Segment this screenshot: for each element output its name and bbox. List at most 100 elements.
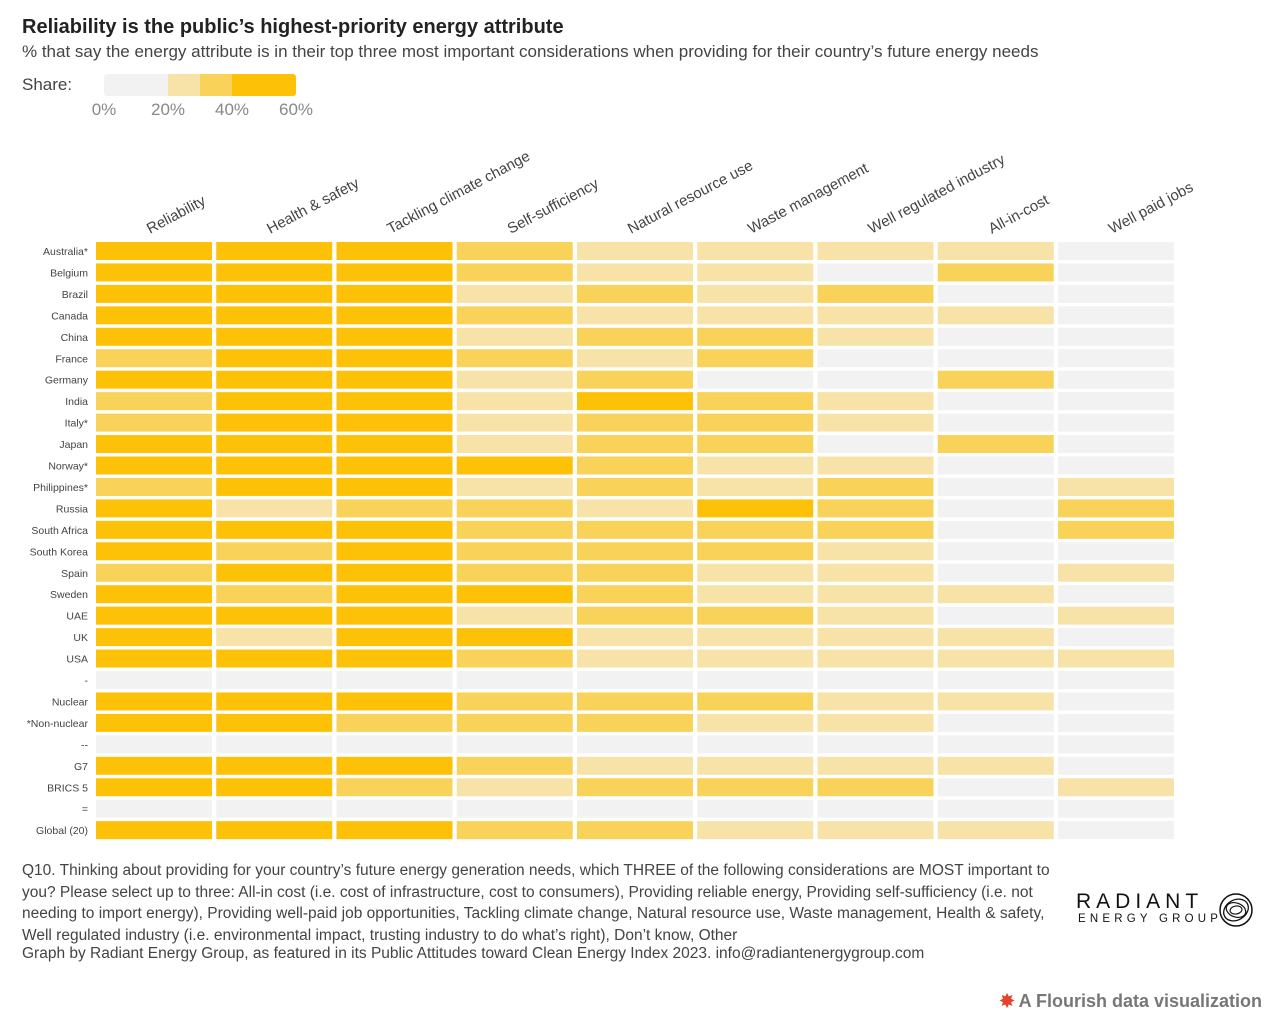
heatmap-cell[interactable] (336, 649, 453, 668)
heatmap-cell[interactable] (96, 671, 212, 689)
heatmap-cell[interactable] (817, 778, 934, 797)
heatmap-cell[interactable] (336, 242, 453, 260)
heatmap-cell[interactable] (817, 327, 934, 346)
heatmap-cell[interactable] (577, 306, 693, 325)
heatmap-cell[interactable] (96, 692, 212, 711)
heatmap-cell[interactable] (697, 649, 814, 668)
heatmap-cell[interactable] (336, 735, 453, 754)
heatmap-cell[interactable] (96, 392, 212, 411)
heatmap-cell[interactable] (1058, 821, 1174, 840)
heatmap-cell[interactable] (96, 520, 212, 539)
heatmap-cell[interactable] (456, 263, 573, 282)
heatmap-cell[interactable] (456, 756, 573, 775)
heatmap-cell[interactable] (1058, 242, 1174, 260)
heatmap-cell[interactable] (1058, 284, 1174, 303)
heatmap-cell[interactable] (697, 456, 814, 475)
heatmap-cell[interactable] (1058, 477, 1174, 496)
heatmap-cell[interactable] (456, 713, 573, 732)
heatmap-cell[interactable] (96, 435, 212, 454)
heatmap-cell[interactable] (216, 735, 333, 754)
heatmap-cell[interactable] (817, 649, 934, 668)
heatmap-cell[interactable] (216, 370, 333, 389)
heatmap-cell[interactable] (577, 456, 693, 475)
heatmap-cell[interactable] (577, 713, 693, 732)
heatmap-cell[interactable] (96, 799, 212, 818)
heatmap-cell[interactable] (456, 435, 573, 454)
heatmap-cell[interactable] (697, 284, 814, 303)
heatmap-cell[interactable] (336, 756, 453, 775)
heatmap-cell[interactable] (817, 242, 934, 260)
heatmap-cell[interactable] (216, 756, 333, 775)
heatmap-cell[interactable] (697, 713, 814, 732)
heatmap-cell[interactable] (1058, 263, 1174, 282)
heatmap-cell[interactable] (697, 370, 814, 389)
heatmap-cell[interactable] (577, 821, 693, 840)
heatmap-cell[interactable] (456, 671, 573, 689)
heatmap-cell[interactable] (697, 799, 814, 818)
heatmap-cell[interactable] (216, 477, 333, 496)
heatmap-cell[interactable] (216, 649, 333, 668)
heatmap-cell[interactable] (577, 671, 693, 689)
heatmap-cell[interactable] (96, 242, 212, 260)
heatmap-cell[interactable] (216, 284, 333, 303)
heatmap-cell[interactable] (697, 263, 814, 282)
heatmap-cell[interactable] (577, 392, 693, 411)
heatmap-cell[interactable] (1058, 628, 1174, 647)
heatmap-cell[interactable] (216, 671, 333, 689)
heatmap-cell[interactable] (697, 520, 814, 539)
heatmap-cell[interactable] (577, 563, 693, 582)
heatmap-cell[interactable] (336, 799, 453, 818)
heatmap-cell[interactable] (937, 306, 1054, 325)
heatmap-cell[interactable] (697, 735, 814, 754)
heatmap-cell[interactable] (96, 542, 212, 561)
heatmap-cell[interactable] (456, 477, 573, 496)
heatmap-cell[interactable] (336, 628, 453, 647)
heatmap-cell[interactable] (577, 520, 693, 539)
heatmap-cell[interactable] (817, 413, 934, 432)
heatmap-cell[interactable] (697, 327, 814, 346)
heatmap-cell[interactable] (1058, 713, 1174, 732)
heatmap-cell[interactable] (216, 778, 333, 797)
heatmap-cell[interactable] (937, 284, 1054, 303)
heatmap-cell[interactable] (697, 778, 814, 797)
heatmap-cell[interactable] (216, 606, 333, 625)
heatmap-cell[interactable] (817, 306, 934, 325)
heatmap-cell[interactable] (1058, 520, 1174, 539)
heatmap-cell[interactable] (216, 349, 333, 368)
heatmap-cell[interactable] (456, 413, 573, 432)
heatmap-cell[interactable] (817, 392, 934, 411)
heatmap-cell[interactable] (456, 392, 573, 411)
heatmap-cell[interactable] (1058, 671, 1174, 689)
heatmap-cell[interactable] (577, 349, 693, 368)
heatmap-cell[interactable] (937, 499, 1054, 518)
heatmap-cell[interactable] (96, 756, 212, 775)
heatmap-cell[interactable] (1058, 435, 1174, 454)
heatmap-cell[interactable] (1058, 306, 1174, 325)
heatmap-cell[interactable] (577, 413, 693, 432)
heatmap-cell[interactable] (1058, 413, 1174, 432)
heatmap-cell[interactable] (1058, 392, 1174, 411)
heatmap-cell[interactable] (817, 263, 934, 282)
heatmap-cell[interactable] (817, 628, 934, 647)
heatmap-cell[interactable] (937, 435, 1054, 454)
heatmap-cell[interactable] (817, 821, 934, 840)
heatmap-cell[interactable] (456, 370, 573, 389)
heatmap-cell[interactable] (336, 671, 453, 689)
heatmap-cell[interactable] (577, 692, 693, 711)
heatmap-cell[interactable] (336, 606, 453, 625)
heatmap-cell[interactable] (697, 242, 814, 260)
heatmap-cell[interactable] (697, 563, 814, 582)
heatmap-cell[interactable] (96, 327, 212, 346)
heatmap-cell[interactable] (336, 306, 453, 325)
heatmap-cell[interactable] (577, 242, 693, 260)
heatmap-cell[interactable] (817, 585, 934, 604)
heatmap-cell[interactable] (336, 778, 453, 797)
flourish-credit-link[interactable]: ✸ A Flourish data visualization (1000, 991, 1262, 1012)
heatmap-cell[interactable] (96, 477, 212, 496)
heatmap-cell[interactable] (817, 435, 934, 454)
heatmap-cell[interactable] (937, 349, 1054, 368)
heatmap-cell[interactable] (456, 821, 573, 840)
heatmap-cell[interactable] (1058, 542, 1174, 561)
heatmap-cell[interactable] (456, 649, 573, 668)
heatmap-cell[interactable] (336, 370, 453, 389)
